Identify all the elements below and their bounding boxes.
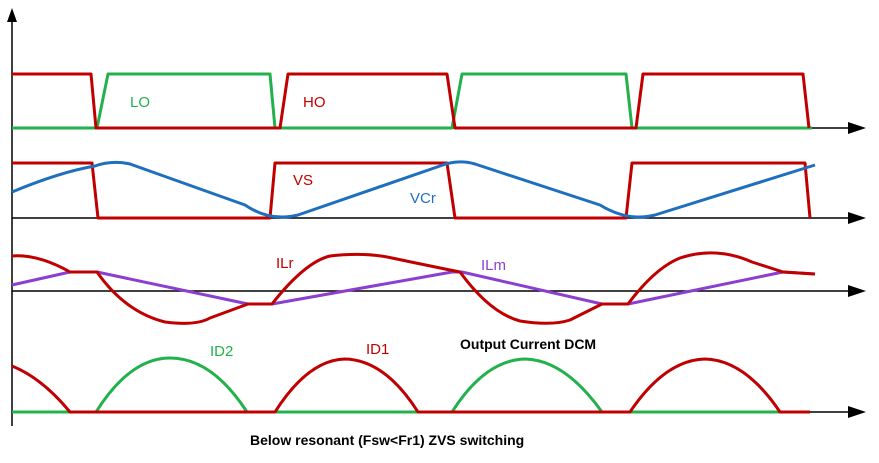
- axis-row-1-arrow: [848, 122, 866, 134]
- ilm-waveform: [11, 270, 816, 306]
- vcr-waveform: [11, 160, 816, 219]
- ilr-label: ILr: [276, 255, 294, 272]
- id2-waveform: [12, 356, 810, 414]
- ilm-label: ILm: [481, 257, 507, 274]
- id1-label: ID1: [366, 341, 390, 358]
- lo-waveform: [12, 72, 812, 130]
- vertical-axis-arrow: [7, 8, 17, 22]
- id2-label: ID2: [210, 343, 234, 360]
- ho-label: HO: [303, 94, 326, 111]
- axis-row-4-arrow: [848, 406, 866, 418]
- vcr-label: VCr: [410, 190, 436, 207]
- ilr-waveform: [11, 251, 816, 325]
- vs-label: VS: [293, 172, 314, 189]
- ho-waveform: [12, 72, 811, 130]
- lo-label: LO: [130, 94, 151, 111]
- axis-row-3-arrow: [848, 285, 866, 297]
- id1-waveform: [11, 357, 810, 414]
- diagram-caption: Below resonant (Fsw<Fr1) ZVS switching: [250, 432, 525, 448]
- axis-row-2-arrow: [848, 212, 866, 224]
- output-current-note: Output Current DCM: [460, 336, 597, 352]
